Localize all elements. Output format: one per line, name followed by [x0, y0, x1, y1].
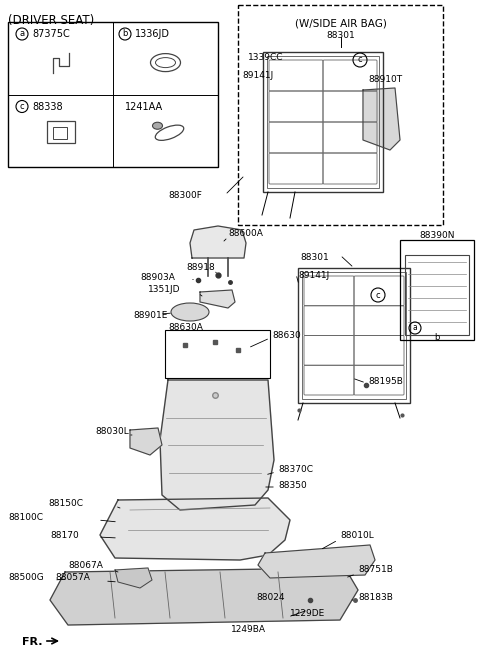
- Text: 87375C: 87375C: [32, 29, 70, 39]
- Polygon shape: [130, 428, 162, 455]
- Text: 88300F: 88300F: [168, 190, 202, 199]
- Bar: [298, 268, 410, 403]
- Polygon shape: [100, 498, 290, 560]
- Text: c: c: [376, 290, 380, 300]
- Text: 88918: 88918: [186, 264, 215, 273]
- Text: 88910T: 88910T: [368, 75, 402, 84]
- Text: 88301: 88301: [326, 31, 355, 40]
- Text: 1241AA: 1241AA: [125, 101, 163, 111]
- Text: c: c: [20, 102, 24, 111]
- Text: 88630A: 88630A: [168, 324, 203, 332]
- Text: 88010L: 88010L: [340, 530, 374, 540]
- Text: 88338: 88338: [32, 101, 62, 111]
- Text: c: c: [358, 56, 362, 65]
- Bar: [165, 330, 270, 378]
- Ellipse shape: [153, 122, 163, 129]
- Text: 89141J: 89141J: [242, 71, 273, 80]
- Polygon shape: [200, 290, 235, 308]
- Text: 1351JD: 1351JD: [148, 286, 180, 294]
- Text: (W/SIDE AIR BAG): (W/SIDE AIR BAG): [295, 18, 386, 28]
- Text: FR.: FR.: [22, 637, 43, 647]
- Text: 88030L: 88030L: [95, 428, 129, 436]
- Bar: [267, 56, 379, 188]
- Bar: [405, 255, 469, 335]
- Text: 88100C: 88100C: [8, 513, 43, 523]
- Text: b: b: [434, 332, 440, 341]
- Text: 88024: 88024: [256, 593, 285, 602]
- Polygon shape: [190, 226, 246, 258]
- Text: 88600A: 88600A: [228, 228, 263, 237]
- Text: (DRIVER SEAT): (DRIVER SEAT): [8, 14, 94, 27]
- Text: 1339CC: 1339CC: [248, 54, 284, 63]
- Text: a: a: [19, 29, 24, 39]
- Polygon shape: [115, 568, 152, 588]
- Text: 88370C: 88370C: [278, 466, 313, 475]
- Polygon shape: [363, 88, 400, 150]
- Bar: [52, 127, 67, 139]
- Text: 88350: 88350: [278, 481, 307, 489]
- Bar: [47, 121, 74, 143]
- Text: 88630: 88630: [272, 332, 301, 341]
- Bar: [263, 52, 383, 192]
- Bar: [8, 22, 218, 167]
- Bar: [302, 272, 406, 399]
- Text: 88057A: 88057A: [55, 574, 90, 583]
- Text: 88150C: 88150C: [48, 500, 83, 509]
- Bar: [238, 5, 443, 225]
- Text: 88170: 88170: [50, 530, 79, 540]
- Text: a: a: [413, 324, 418, 332]
- Bar: [400, 240, 474, 340]
- Polygon shape: [50, 568, 358, 625]
- Ellipse shape: [171, 303, 209, 321]
- Text: 88903A: 88903A: [140, 273, 175, 283]
- Text: b: b: [122, 29, 128, 39]
- Text: 1229DE: 1229DE: [290, 610, 325, 619]
- Polygon shape: [258, 545, 375, 578]
- Text: 1249BA: 1249BA: [230, 625, 265, 634]
- Text: 88301: 88301: [300, 254, 329, 262]
- Text: 88067A: 88067A: [68, 562, 103, 570]
- Text: 88500G: 88500G: [8, 574, 44, 583]
- Text: 88183B: 88183B: [358, 593, 393, 602]
- Text: 89141J: 89141J: [298, 271, 329, 279]
- Text: 88390N: 88390N: [419, 230, 455, 239]
- Text: 88195B: 88195B: [368, 377, 403, 387]
- Text: 1336JD: 1336JD: [135, 29, 170, 39]
- Text: 88901E: 88901E: [133, 311, 168, 320]
- Text: 88751B: 88751B: [358, 566, 393, 574]
- Polygon shape: [160, 380, 274, 510]
